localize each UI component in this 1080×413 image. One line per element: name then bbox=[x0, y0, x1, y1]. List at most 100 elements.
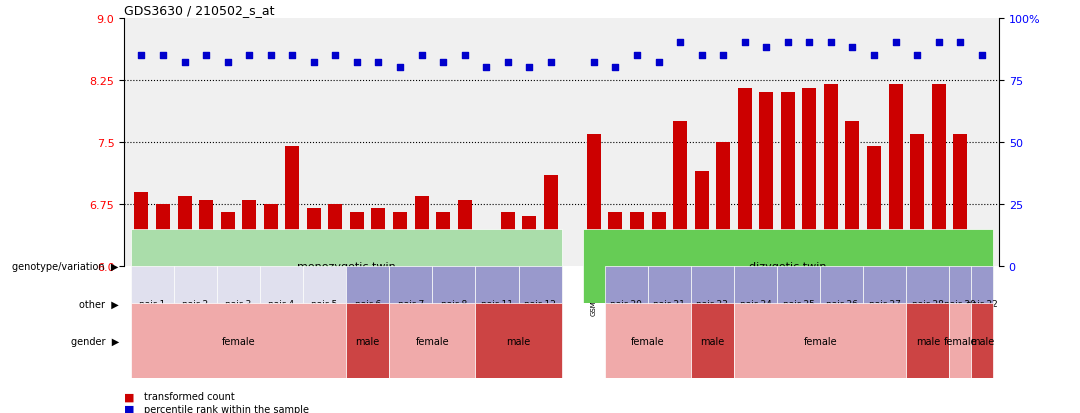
Text: gender  ▶: gender ▶ bbox=[70, 336, 119, 346]
Bar bbox=[716, 142, 730, 266]
Text: pair 22: pair 22 bbox=[966, 299, 998, 308]
Text: dizygotic twin: dizygotic twin bbox=[750, 261, 826, 271]
Bar bbox=[846, 122, 860, 266]
Bar bbox=[174, 266, 217, 341]
Text: male: male bbox=[970, 336, 994, 346]
Point bbox=[908, 52, 926, 59]
Bar bbox=[781, 93, 795, 266]
Bar bbox=[436, 213, 450, 266]
Bar bbox=[328, 204, 342, 266]
Bar bbox=[651, 213, 665, 266]
Point bbox=[348, 60, 365, 66]
Text: pair 5: pair 5 bbox=[311, 299, 338, 308]
Text: pair 8: pair 8 bbox=[441, 299, 467, 308]
Text: GDS3630 / 210502_s_at: GDS3630 / 210502_s_at bbox=[124, 5, 274, 17]
Text: pair 1: pair 1 bbox=[139, 299, 165, 308]
Point bbox=[650, 60, 667, 66]
Bar bbox=[220, 213, 234, 266]
Text: genotype/variation  ▶: genotype/variation ▶ bbox=[13, 261, 119, 271]
Bar bbox=[285, 147, 299, 266]
Bar bbox=[759, 93, 773, 266]
Bar bbox=[260, 266, 303, 341]
Bar bbox=[389, 266, 432, 341]
Bar bbox=[156, 204, 170, 266]
Text: female: female bbox=[944, 336, 977, 346]
Point bbox=[951, 40, 969, 47]
Bar bbox=[518, 266, 562, 341]
Text: monozygotic twin: monozygotic twin bbox=[297, 261, 395, 271]
Text: male: male bbox=[355, 336, 380, 346]
Text: pair 26: pair 26 bbox=[826, 299, 858, 308]
Bar bbox=[605, 266, 648, 341]
Point bbox=[413, 52, 430, 59]
Text: female: female bbox=[221, 336, 255, 346]
Bar bbox=[863, 266, 906, 341]
Text: pair 27: pair 27 bbox=[869, 299, 901, 308]
Bar bbox=[475, 266, 518, 341]
Bar bbox=[415, 196, 429, 266]
Text: male: male bbox=[507, 336, 530, 346]
Text: pair 29: pair 29 bbox=[944, 299, 976, 308]
Bar bbox=[824, 85, 838, 266]
Point bbox=[499, 60, 516, 66]
Point bbox=[262, 52, 280, 59]
Bar bbox=[949, 266, 971, 341]
Point bbox=[133, 52, 150, 59]
Bar bbox=[131, 266, 174, 341]
Bar bbox=[346, 266, 389, 341]
Point bbox=[154, 52, 172, 59]
Point bbox=[693, 52, 711, 59]
Bar bbox=[303, 266, 346, 341]
Point bbox=[585, 60, 603, 66]
Text: pair 6: pair 6 bbox=[354, 299, 381, 308]
Bar bbox=[393, 213, 407, 266]
Point bbox=[822, 40, 839, 47]
Bar bbox=[346, 304, 389, 378]
Bar bbox=[307, 209, 321, 266]
Bar bbox=[242, 200, 256, 266]
Point bbox=[715, 52, 732, 59]
Text: male: male bbox=[700, 336, 725, 346]
Text: pair 23: pair 23 bbox=[697, 299, 728, 308]
Point bbox=[477, 65, 495, 71]
Point bbox=[973, 52, 990, 59]
Bar bbox=[867, 147, 881, 266]
Bar bbox=[372, 209, 386, 266]
Point bbox=[672, 40, 689, 47]
Bar bbox=[523, 217, 537, 266]
Point bbox=[456, 52, 473, 59]
Point bbox=[198, 52, 215, 59]
Text: pair 7: pair 7 bbox=[397, 299, 423, 308]
Point bbox=[843, 45, 861, 52]
Point bbox=[542, 60, 559, 66]
Bar bbox=[131, 304, 346, 378]
Text: pair 3: pair 3 bbox=[226, 299, 252, 308]
Text: pair 20: pair 20 bbox=[610, 299, 643, 308]
Bar bbox=[734, 266, 778, 341]
Bar bbox=[264, 204, 278, 266]
Point bbox=[607, 65, 624, 71]
Point bbox=[758, 45, 775, 52]
Bar bbox=[691, 266, 734, 341]
Bar bbox=[949, 304, 971, 378]
Text: female: female bbox=[804, 336, 837, 346]
Text: pair 25: pair 25 bbox=[783, 299, 814, 308]
Bar bbox=[583, 229, 993, 304]
Bar bbox=[778, 266, 820, 341]
Bar bbox=[177, 196, 191, 266]
Text: percentile rank within the sample: percentile rank within the sample bbox=[144, 404, 309, 413]
Bar bbox=[910, 134, 924, 266]
Bar bbox=[350, 213, 364, 266]
Text: pair 24: pair 24 bbox=[740, 299, 771, 308]
Bar bbox=[906, 304, 949, 378]
Bar bbox=[691, 304, 734, 378]
Point bbox=[865, 52, 882, 59]
Bar bbox=[802, 89, 816, 266]
Bar bbox=[480, 242, 494, 266]
Bar bbox=[586, 134, 600, 266]
Text: female: female bbox=[631, 336, 664, 346]
Bar bbox=[971, 266, 993, 341]
Point bbox=[391, 65, 408, 71]
Bar bbox=[975, 262, 989, 266]
Text: pair 2: pair 2 bbox=[183, 299, 208, 308]
